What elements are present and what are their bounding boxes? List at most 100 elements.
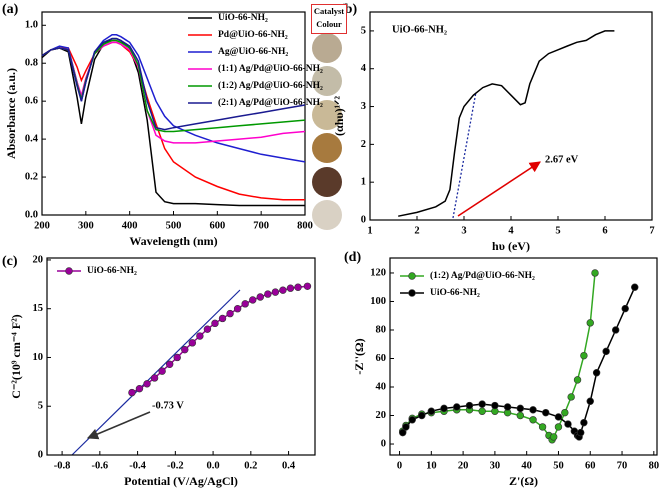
- marker: [418, 411, 426, 420]
- y-tick-label: 0: [381, 438, 386, 449]
- data-line: [398, 30, 615, 217]
- x-tick-label: 500: [166, 220, 182, 231]
- y-tick-label: 5: [361, 25, 366, 36]
- y-tick-label: 40: [376, 381, 387, 392]
- inset-label: UiO-66-NH₂: [392, 24, 447, 35]
- x-tick-label: 4: [508, 225, 514, 236]
- x-tick-label: 700: [253, 220, 269, 231]
- x-tick-label: 40: [521, 460, 532, 471]
- data-line: [41, 41, 305, 201]
- marker: [478, 400, 486, 408]
- x-tick-label: 600: [209, 220, 225, 231]
- y-tick-label: 0.6: [25, 96, 38, 107]
- x-tick-label: 400: [122, 220, 138, 231]
- panel-label: (c): [2, 254, 18, 269]
- y-tick-label: 20: [33, 254, 44, 265]
- x-axis-title: hυ (eV): [492, 239, 530, 253]
- legend-label: UiO-66-NH₂: [430, 288, 480, 298]
- marker: [491, 401, 499, 410]
- y-tick-label: 20: [376, 410, 387, 421]
- marker: [218, 314, 227, 323]
- marker: [538, 423, 547, 431]
- legend-label: Ag@UiO-66-NH₂: [218, 47, 288, 57]
- marker: [233, 305, 242, 313]
- marker: [516, 411, 525, 420]
- x-axis-title: Z'(Ω): [509, 474, 538, 488]
- legend-label: (1:2) Ag/Pd@UiO-66-NH₂: [430, 270, 535, 281]
- x-tick-label: 10: [426, 460, 437, 471]
- marker: [549, 433, 558, 441]
- marker: [586, 397, 594, 405]
- y-tick-label: 10: [33, 352, 44, 363]
- x-tick-label: -0.8: [54, 460, 71, 471]
- y-tick-label: 1.0: [25, 20, 38, 31]
- y-axis-title: -Z''(Ω): [352, 338, 366, 374]
- data-line: [131, 285, 308, 394]
- arrow: [457, 161, 541, 217]
- marker: [577, 428, 585, 437]
- legend-label: UiO-66-NH₂: [87, 266, 137, 276]
- x-tick-label: 0: [397, 460, 402, 471]
- marker: [294, 283, 302, 291]
- marker: [203, 325, 212, 333]
- x-tick-label: 80: [649, 460, 660, 471]
- marker: [631, 283, 639, 291]
- plot-frame: [369, 11, 653, 221]
- tangent-line: [452, 91, 477, 219]
- x-tick-label: -0.4: [129, 460, 146, 471]
- marker: [271, 288, 280, 296]
- x-tick-label: 30: [490, 460, 501, 471]
- marker: [128, 388, 136, 397]
- marker: [611, 326, 620, 334]
- y-tick-label: 0.4: [25, 134, 39, 145]
- data-line: [41, 37, 306, 131]
- legend-marker: [65, 267, 73, 275]
- x-tick-label: 0.2: [244, 460, 257, 471]
- marker: [529, 406, 537, 414]
- marker: [586, 319, 594, 327]
- y-tick-label: 2: [361, 139, 366, 150]
- marker: [165, 360, 174, 369]
- data-line: [41, 37, 305, 207]
- x-tick-label: 300: [78, 220, 94, 231]
- marker: [256, 293, 264, 301]
- x-tick-label: 0.4: [282, 460, 296, 471]
- legend-marker: [408, 289, 416, 297]
- y-tick-label: 15: [33, 303, 44, 314]
- marker: [196, 332, 204, 340]
- y-axis-title: Absorbance (a.u.): [4, 68, 18, 159]
- plot-frame: [389, 257, 658, 456]
- y-axis-title: C⁻²(10⁹ cm⁻⁴ F²): [9, 314, 23, 398]
- y-tick-label: 60: [376, 353, 387, 364]
- y-tick-label: 120: [370, 267, 386, 278]
- marker: [465, 401, 474, 410]
- panel-label: (d): [344, 250, 361, 265]
- swatch: [312, 133, 342, 163]
- plot-frame: [46, 257, 316, 456]
- marker: [135, 384, 144, 393]
- marker: [580, 418, 588, 427]
- y-axis-title: (αhυ)¹ᐟ²: [332, 96, 346, 136]
- x-tick-label: 70: [617, 460, 628, 471]
- marker: [561, 408, 569, 417]
- x-tick-label: -0.6: [92, 460, 109, 471]
- x-axis-title: Potential (V/Ag/AgCl): [124, 474, 238, 488]
- marker: [516, 404, 525, 413]
- swatch: [312, 200, 342, 230]
- marker: [453, 403, 461, 411]
- marker: [211, 319, 219, 328]
- marker: [567, 393, 575, 401]
- marker: [188, 339, 197, 347]
- marker: [181, 345, 189, 354]
- y-tick-label: 0.8: [25, 58, 38, 69]
- x-tick-label: 200: [34, 220, 50, 231]
- marker: [440, 404, 448, 413]
- y-tick-label: 80: [376, 324, 387, 335]
- marker: [602, 347, 610, 356]
- swatch: [312, 167, 342, 197]
- catalyst-swatches: [312, 33, 342, 230]
- x-tick-label: 7: [649, 225, 654, 236]
- x-tick-label: 800: [297, 220, 313, 231]
